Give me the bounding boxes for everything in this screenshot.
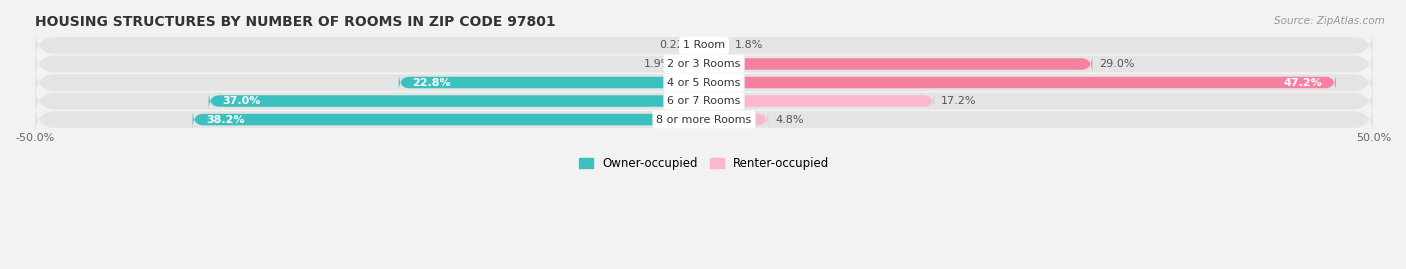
Text: 1 Room: 1 Room — [683, 40, 725, 51]
Text: 4 or 5 Rooms: 4 or 5 Rooms — [668, 77, 741, 87]
Text: 37.0%: 37.0% — [222, 96, 260, 106]
Text: 1.9%: 1.9% — [644, 59, 672, 69]
FancyBboxPatch shape — [704, 73, 1336, 91]
Text: 22.8%: 22.8% — [412, 77, 451, 87]
Text: 8 or more Rooms: 8 or more Rooms — [657, 115, 752, 125]
Text: 6 or 7 Rooms: 6 or 7 Rooms — [668, 96, 741, 106]
Text: Source: ZipAtlas.com: Source: ZipAtlas.com — [1274, 16, 1385, 26]
FancyBboxPatch shape — [679, 55, 704, 73]
FancyBboxPatch shape — [193, 111, 704, 129]
Text: 17.2%: 17.2% — [941, 96, 976, 106]
FancyBboxPatch shape — [35, 26, 1374, 65]
Text: 47.2%: 47.2% — [1284, 77, 1323, 87]
Text: 2 or 3 Rooms: 2 or 3 Rooms — [668, 59, 741, 69]
FancyBboxPatch shape — [693, 36, 711, 55]
Text: 4.8%: 4.8% — [775, 115, 803, 125]
FancyBboxPatch shape — [208, 92, 704, 110]
FancyBboxPatch shape — [35, 100, 1374, 139]
FancyBboxPatch shape — [35, 82, 1374, 121]
Text: 38.2%: 38.2% — [207, 115, 245, 125]
Text: 29.0%: 29.0% — [1099, 59, 1135, 69]
Text: 1.8%: 1.8% — [735, 40, 763, 51]
FancyBboxPatch shape — [35, 45, 1374, 83]
FancyBboxPatch shape — [704, 36, 728, 55]
FancyBboxPatch shape — [704, 111, 768, 129]
FancyBboxPatch shape — [399, 73, 704, 91]
Text: HOUSING STRUCTURES BY NUMBER OF ROOMS IN ZIP CODE 97801: HOUSING STRUCTURES BY NUMBER OF ROOMS IN… — [35, 15, 555, 29]
Legend: Owner-occupied, Renter-occupied: Owner-occupied, Renter-occupied — [574, 153, 834, 175]
FancyBboxPatch shape — [704, 92, 934, 110]
Text: 0.22%: 0.22% — [659, 40, 695, 51]
FancyBboxPatch shape — [35, 63, 1374, 102]
FancyBboxPatch shape — [704, 55, 1092, 73]
